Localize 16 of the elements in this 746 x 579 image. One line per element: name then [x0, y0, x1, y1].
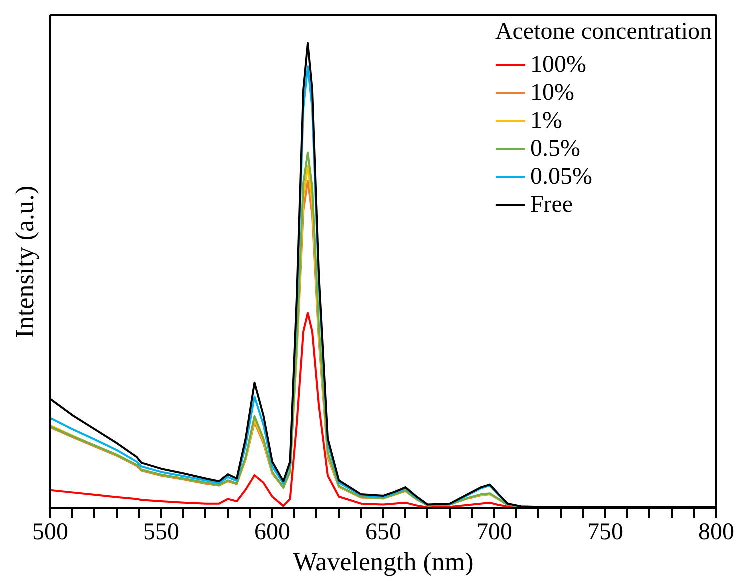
x-tick-label: 650 [366, 520, 402, 546]
x-tick-label: 800 [698, 520, 734, 546]
y-axis-title: Intensity (a.u.) [10, 186, 40, 338]
legend-label: 10% [530, 79, 574, 107]
x-tick-label: 750 [588, 520, 624, 546]
x-tick-label: 600 [254, 520, 290, 546]
legend-title: Acetone concentration [495, 19, 712, 46]
x-axis-title: Wavelength (nm) [293, 548, 474, 576]
legend-label: 100% [530, 51, 586, 79]
legend-label: 0.05% [530, 163, 592, 191]
x-tick-label: 500 [32, 520, 68, 546]
x-tick-label: 550 [144, 520, 180, 546]
legend-label: 1% [530, 107, 562, 135]
x-tick-label: 700 [476, 520, 512, 546]
legend-label: 0.5% [530, 135, 580, 163]
legend-label: Free [530, 191, 574, 219]
